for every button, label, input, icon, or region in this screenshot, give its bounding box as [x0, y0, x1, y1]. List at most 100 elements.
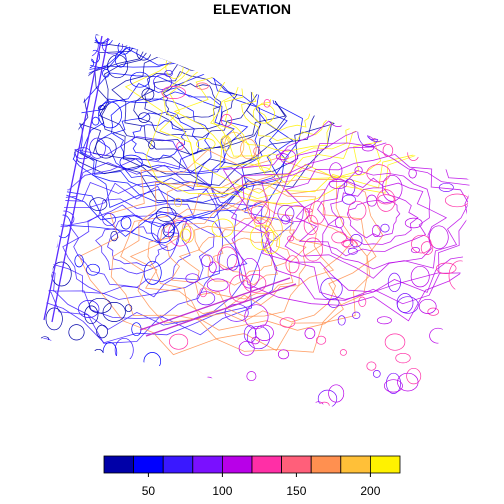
- contour-squiggle: [350, 234, 362, 247]
- contour-squiggle: [390, 46, 404, 55]
- contour-squiggle: [276, 32, 287, 39]
- contour-squiggle: [247, 372, 256, 381]
- contour-squiggle: [194, 51, 212, 61]
- contour-squiggle: [81, 396, 95, 414]
- contour-squiggle: [186, 274, 199, 283]
- contour-squiggle: [343, 195, 356, 204]
- contour-squiggle: [384, 59, 404, 74]
- contour-squiggle: [175, 41, 193, 63]
- contour-squiggle: [334, 86, 349, 100]
- contour-squiggle: [218, 247, 237, 270]
- contour-squiggle: [137, 46, 151, 60]
- contour-squiggle: [92, 117, 99, 125]
- contour-squiggle: [312, 49, 327, 65]
- contour-squiggle: [148, 373, 155, 381]
- contour-squiggle: [408, 146, 419, 160]
- contour-squiggle: [385, 334, 405, 350]
- contour-squiggle: [352, 81, 361, 87]
- contour-squiggle: [244, 326, 256, 343]
- legend-colorbar: [104, 456, 400, 473]
- contour-squiggle: [55, 74, 66, 89]
- contour-squiggle: [374, 46, 392, 70]
- contour-squiggle: [407, 92, 424, 109]
- contour-squiggle: [298, 39, 315, 64]
- contour-squiggle: [340, 350, 346, 356]
- contour-squiggle: [286, 256, 299, 273]
- contour-squiggle: [383, 144, 393, 156]
- contour-squiggle: [326, 95, 350, 127]
- contour-squiggle: [359, 297, 366, 307]
- contour-squiggle: [396, 353, 411, 363]
- contour-squiggle: [449, 366, 459, 374]
- contour-squiggle: [121, 217, 131, 230]
- contour-squiggle: [239, 341, 254, 355]
- legend-swatch: [222, 456, 252, 473]
- contour-squiggle: [166, 54, 183, 78]
- contour-squiggle: [76, 34, 99, 57]
- contour-squiggle: [455, 98, 466, 107]
- contour-squiggle: [424, 132, 443, 147]
- contour-squiggle: [132, 323, 141, 336]
- contour-squiggle: [34, 151, 47, 161]
- contour-squiggle: [448, 45, 460, 55]
- contour-squiggle: [348, 201, 366, 220]
- contour-squiggle: [267, 88, 274, 95]
- contour-squiggle: [320, 402, 330, 409]
- contour-squiggle: [312, 36, 324, 54]
- contour-squiggle: [209, 409, 217, 414]
- contour-squiggle: [441, 330, 462, 358]
- contour-squiggle: [445, 363, 463, 387]
- contour-ring: [95, 35, 288, 173]
- contour-squiggle: [257, 412, 276, 429]
- contour-squiggle: [436, 263, 456, 274]
- contour-squiggle: [255, 325, 273, 341]
- contour-squiggle: [152, 26, 176, 55]
- contour-squiggle: [449, 261, 471, 291]
- road-line: [44, 36, 102, 320]
- contour-squiggle: [364, 82, 387, 112]
- contour-squiggle: [352, 312, 360, 319]
- contour-squiggle: [247, 326, 269, 349]
- legend-swatch: [163, 456, 193, 473]
- contour-squiggle: [278, 205, 294, 221]
- contour-squiggle: [427, 77, 446, 90]
- contour-squiggle: [369, 131, 385, 142]
- contour-squiggle: [305, 328, 315, 338]
- contour-squiggle: [258, 58, 268, 67]
- contour-squiggle: [362, 62, 374, 80]
- contour-ring: [100, 42, 286, 155]
- contour-squiggle: [462, 140, 474, 149]
- contour-ring: [0, 137, 293, 343]
- contour-squiggle: [221, 136, 232, 151]
- contour-squiggle: [136, 378, 144, 385]
- contour-ring: [285, 154, 469, 278]
- contour-squiggle: [453, 67, 460, 71]
- contour-squiggle: [117, 376, 125, 381]
- contour-squiggle: [96, 27, 114, 46]
- contour-squiggle: [329, 385, 344, 402]
- contour-squiggle: [63, 151, 74, 161]
- contour-squiggle: [323, 413, 337, 422]
- contour-squiggle: [381, 224, 389, 232]
- contour-squiggle: [104, 402, 112, 408]
- contour-ring: [328, 188, 418, 245]
- contour-squiggle: [57, 30, 66, 41]
- contour-squiggle: [169, 334, 187, 349]
- contour-squiggle: [449, 379, 469, 392]
- contour-squiggle: [239, 258, 259, 288]
- contour-squiggle: [87, 264, 100, 275]
- contour-squiggle: [455, 142, 474, 159]
- contour-squiggle: [235, 68, 256, 83]
- legend-swatch: [282, 456, 312, 473]
- contour-squiggle: [280, 318, 295, 328]
- contour-squiggle: [96, 382, 104, 390]
- contour-squiggle: [107, 365, 128, 387]
- contour-squiggle: [439, 91, 449, 103]
- contour-squiggle: [445, 194, 469, 207]
- contour-ring: [318, 178, 430, 256]
- contour-squiggle: [318, 390, 337, 407]
- legend-swatch: [370, 456, 400, 473]
- contour-squiggle: [407, 368, 421, 384]
- contour-squiggle: [332, 232, 347, 243]
